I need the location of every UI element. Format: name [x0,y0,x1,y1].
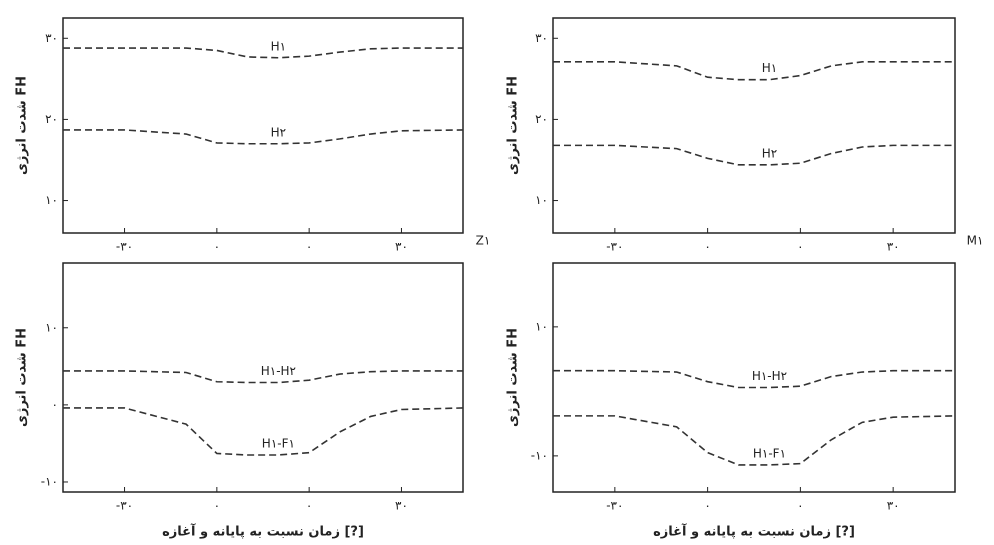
plot-frame [62,262,464,493]
y-tick-label: ۱۰ [45,193,58,207]
series-label: H۱ [762,61,777,75]
y-axis-title: شدت انرژی FH [15,76,30,175]
series-line [553,61,955,81]
x-tick-label: ۰ [797,240,803,254]
y-tick-label: ۱۰ [45,320,58,334]
series-label: H۲ [762,146,777,160]
y-tick-label: ۲۰ [45,112,58,126]
y-tick-label: ۱۰ [535,319,548,333]
x-tick-label: -۳۰ [606,240,623,254]
x-tick-label: ۰ [214,240,220,254]
series-label: H۱-H۲ [752,369,787,383]
y-axis-title: شدت انرژی FH [506,76,521,175]
series-label: H۱ [271,39,286,53]
series-label: H۲ [271,125,286,139]
y-tick-label: ۰ [52,397,58,411]
x-axis-label: M۱ [967,234,984,248]
y-tick-label: ۳۰ [45,31,58,45]
y-axis-title: شدت انرژی FH [15,328,30,427]
y-tick-label: ۲۰ [535,112,548,126]
x-tick-label: ۰ [704,240,710,254]
x-tick-label: ۰ [704,499,710,513]
series-line [553,144,955,166]
x-tick-label: ۰ [306,499,312,513]
series-line [553,369,955,389]
plot-frame [552,17,956,234]
y-tick-label: -۱۰ [41,474,58,488]
series-line [63,407,464,456]
x-axis-label: Z۱ [476,234,491,248]
series-line [63,370,463,384]
y-tick-label: ۱۰ [535,193,548,207]
x-axis-title: زمان نسبت به پایانه و آغازه [?] [162,523,364,540]
series-line [553,415,956,466]
series-label: H۱-H۲ [261,364,296,378]
x-tick-label: -۳۰ [606,499,623,513]
x-tick-label: ۰ [214,499,220,513]
series-line [63,47,463,59]
x-axis-title: زمان نسبت به پایانه و آغازه [?] [653,523,855,540]
x-tick-label: ۳۰ [395,499,408,513]
x-tick-label: -۳۰ [116,240,133,254]
series-line [63,129,464,145]
x-tick-label: ۳۰ [887,499,900,513]
plot-frame [552,262,956,493]
x-tick-label: ۳۰ [395,240,408,254]
x-tick-label: -۳۰ [116,499,133,513]
x-tick-label: ۰ [797,499,803,513]
x-tick-label: ۳۰ [887,240,900,254]
series-label: H۱-F۱ [262,436,295,450]
y-tick-label: -۱۰ [531,448,548,462]
y-tick-label: ۳۰ [535,31,548,45]
y-axis-title: شدت انرژی FH [506,328,521,427]
x-tick-label: ۰ [306,240,312,254]
series-label: H۱-F۱ [753,446,786,460]
plot-frame [62,17,464,234]
